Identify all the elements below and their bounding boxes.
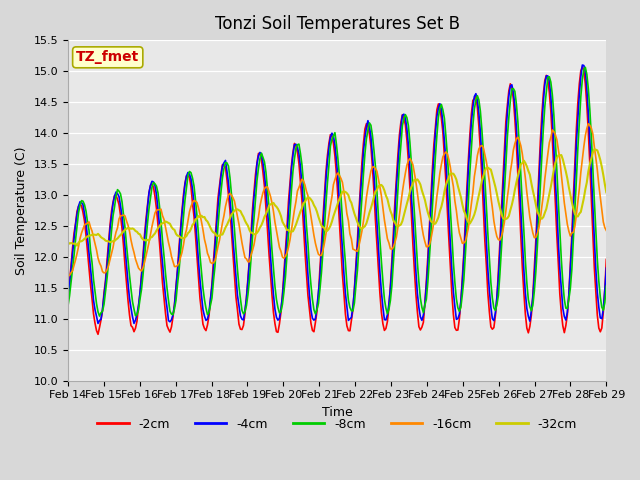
-2cm: [253, 160, 260, 166]
Line: -32cm: -32cm: [68, 149, 606, 246]
Text: TZ_fmet: TZ_fmet: [76, 50, 140, 64]
-32cm: [132, 228, 140, 234]
Line: -4cm: -4cm: [68, 65, 606, 324]
-4cm: [574, 116, 582, 121]
-4cm: [94, 321, 102, 326]
-16cm: [243, 256, 250, 262]
-4cm: [253, 161, 260, 167]
-4cm: [602, 265, 610, 271]
-8cm: [64, 303, 72, 309]
-4cm: [579, 62, 586, 68]
-4cm: [244, 278, 252, 284]
-4cm: [301, 226, 308, 232]
-32cm: [64, 240, 72, 245]
-16cm: [300, 178, 307, 184]
-8cm: [301, 198, 308, 204]
-16cm: [573, 212, 580, 218]
-16cm: [252, 234, 259, 240]
-16cm: [225, 192, 232, 198]
-32cm: [602, 190, 610, 195]
-32cm: [244, 223, 252, 228]
-8cm: [95, 313, 103, 319]
-16cm: [130, 250, 138, 255]
-16cm: [584, 121, 592, 127]
-16cm: [602, 228, 610, 233]
Line: -8cm: -8cm: [68, 67, 606, 316]
-32cm: [73, 243, 81, 249]
-4cm: [132, 317, 140, 323]
-2cm: [64, 294, 72, 300]
-8cm: [244, 291, 252, 297]
-32cm: [253, 230, 260, 236]
Title: Tonzi Soil Temperatures Set B: Tonzi Soil Temperatures Set B: [214, 15, 460, 33]
-32cm: [301, 199, 308, 204]
-4cm: [64, 295, 72, 300]
-8cm: [582, 64, 589, 70]
-2cm: [301, 248, 308, 254]
-16cm: [64, 273, 72, 278]
Line: -16cm: -16cm: [68, 124, 606, 276]
-8cm: [602, 283, 610, 289]
Line: -2cm: -2cm: [68, 67, 606, 334]
-2cm: [94, 331, 102, 337]
-2cm: [226, 207, 234, 213]
X-axis label: Time: Time: [322, 406, 353, 419]
-32cm: [226, 216, 234, 221]
-4cm: [226, 197, 234, 203]
-2cm: [574, 100, 582, 106]
-8cm: [226, 175, 234, 180]
Legend: -2cm, -4cm, -8cm, -16cm, -32cm: -2cm, -4cm, -8cm, -16cm, -32cm: [92, 413, 582, 436]
-8cm: [132, 313, 140, 319]
-2cm: [132, 325, 140, 331]
-8cm: [574, 146, 582, 152]
-2cm: [579, 64, 586, 70]
Y-axis label: Soil Temperature (C): Soil Temperature (C): [15, 146, 28, 275]
-32cm: [591, 146, 598, 152]
-2cm: [602, 257, 610, 263]
-8cm: [253, 178, 260, 184]
-32cm: [574, 214, 582, 219]
-2cm: [244, 276, 252, 282]
